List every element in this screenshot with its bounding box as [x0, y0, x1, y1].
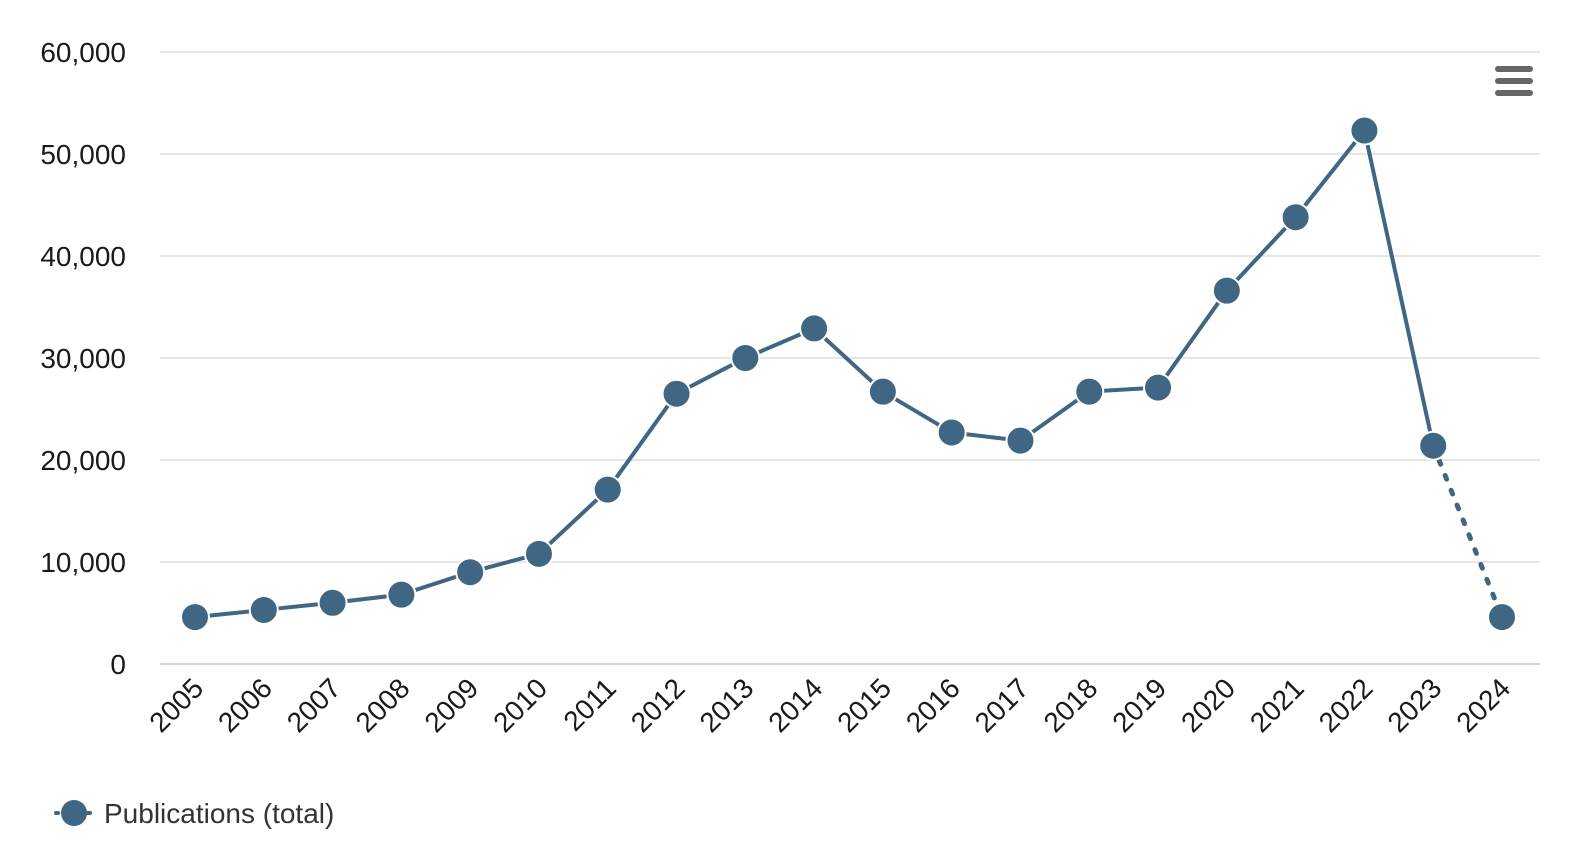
data-point-2013[interactable] [730, 343, 761, 373]
grid-lines [160, 51, 1540, 665]
x-tick-label: 2018 [1038, 672, 1104, 738]
data-point-2016[interactable] [936, 417, 967, 448]
y-tick-label: 20,000 [40, 445, 126, 476]
data-point-2017[interactable] [1005, 425, 1036, 456]
y-tick-label: 0 [110, 649, 126, 680]
data-point-2022[interactable] [1349, 115, 1380, 146]
x-tick-label: 2020 [1175, 672, 1241, 738]
data-point-2015[interactable] [867, 376, 898, 407]
y-tick-label: 30,000 [40, 343, 126, 374]
data-point-2020[interactable] [1211, 275, 1242, 306]
x-tick-label: 2015 [831, 672, 897, 738]
data-point-2008[interactable] [386, 579, 417, 610]
y-tick-label: 50,000 [40, 139, 126, 170]
series-publications [180, 115, 1517, 633]
series-line [194, 128, 1436, 620]
data-point-2007[interactable] [317, 587, 348, 618]
series-line-projected [1430, 443, 1505, 620]
y-axis-tick-labels: 0 10,000 20,000 30,000 40,000 50,000 60,000 [40, 37, 126, 680]
x-tick-label: 2017 [969, 672, 1035, 738]
data-point-2014[interactable] [799, 313, 830, 344]
legend-label: Publications (total) [104, 798, 334, 829]
data-point-2009[interactable] [455, 557, 486, 588]
data-point-2011[interactable] [592, 474, 623, 505]
x-tick-label: 2010 [487, 672, 553, 738]
y-tick-label: 60,000 [40, 37, 126, 68]
data-point-2021[interactable] [1280, 202, 1311, 233]
y-tick-label: 10,000 [40, 547, 126, 578]
hamburger-menu-icon[interactable] [1488, 60, 1538, 102]
data-point-2019[interactable] [1143, 372, 1174, 403]
x-tick-label: 2011 [557, 672, 622, 737]
data-point-2018[interactable] [1074, 376, 1105, 407]
legend[interactable]: Publications (total) [54, 798, 334, 829]
x-tick-label: 2007 [281, 672, 347, 738]
data-point-2006[interactable] [248, 594, 279, 625]
data-point-2010[interactable] [523, 538, 554, 569]
x-tick-label: 2005 [143, 672, 209, 738]
x-tick-label: 2013 [694, 672, 760, 738]
x-tick-label: 2008 [350, 672, 416, 738]
x-tick-label: 2006 [212, 672, 278, 738]
x-axis-tick-labels: 2005 2006 2007 2008 2009 2010 2011 2012 2013 2014… [143, 672, 1516, 738]
data-point-2024[interactable] [1487, 602, 1517, 633]
data-point-2005[interactable] [180, 602, 210, 633]
x-tick-label: 2016 [900, 672, 966, 738]
x-tick-label: 2023 [1381, 672, 1447, 738]
x-tick-label: 2024 [1450, 672, 1516, 738]
data-point-2012[interactable] [661, 378, 692, 409]
x-tick-label: 2009 [418, 672, 484, 738]
x-tick-label: 2019 [1106, 672, 1172, 738]
y-tick-label: 40,000 [40, 241, 126, 272]
legend-marker-symbol [61, 800, 87, 826]
data-point-2023[interactable] [1418, 430, 1449, 461]
x-tick-label: 2012 [625, 672, 691, 738]
x-tick-label: 2014 [762, 672, 828, 738]
x-tick-label: 2022 [1313, 672, 1379, 738]
x-tick-label: 2021 [1244, 672, 1310, 738]
